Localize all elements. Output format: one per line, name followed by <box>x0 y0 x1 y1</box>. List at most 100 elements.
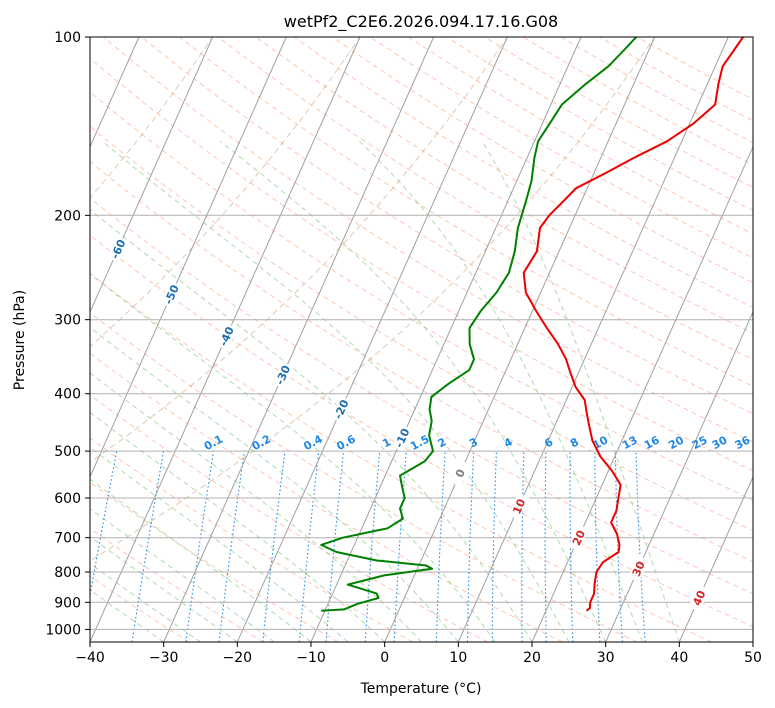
x-tick-label-0: −40 <box>75 650 105 666</box>
mixing-ratio-label-5: 1.5 <box>408 432 431 453</box>
dry-adiabat-10 <box>90 161 753 563</box>
reference-curve-2 <box>90 37 508 464</box>
y-tick-label-9: 1000 <box>45 622 81 638</box>
profile-line-1 <box>320 37 638 612</box>
mixing-ratio-label-2: 0.4 <box>301 432 325 453</box>
moist-adiabat-10 <box>90 208 533 642</box>
mixing-ratio-label-16: 30 <box>710 433 730 452</box>
x-tick-label-8: 40 <box>670 650 688 666</box>
dry-adiabat-17 <box>217 37 753 360</box>
dry-adiabat-23 <box>446 37 753 212</box>
reference-curve-3 <box>90 37 656 562</box>
moist-adiabat-11 <box>102 140 570 642</box>
y-tick-label-5: 600 <box>54 491 81 507</box>
dry-adiabat-14 <box>103 37 753 443</box>
isotherm-label-bg-4 <box>107 235 129 263</box>
dry-adiabat-20 <box>331 37 753 284</box>
x-tick-label-1: −30 <box>149 650 179 666</box>
mixing-ratio-label-14: 20 <box>666 433 686 452</box>
isotherm-label-11: 10 <box>510 497 528 517</box>
plot-frame <box>89 36 754 643</box>
dry-adiabat-12 <box>90 91 753 501</box>
mixing-ratio-line-12 <box>521 451 525 642</box>
mixing-ratio-label-1: 0.2 <box>250 432 273 453</box>
mixing-ratio-label-10: 8 <box>568 435 581 450</box>
dry-adiabat-19 <box>293 37 753 309</box>
y-tick-label-7: 800 <box>54 565 81 581</box>
mixing-ratio-line-7 <box>364 451 381 642</box>
background-lines <box>0 37 753 642</box>
mixing-ratio-line-11 <box>491 451 497 642</box>
x-axis: −40 −30 −20 −10 0 10 20 30 40 50 <box>75 642 762 666</box>
dry-adiabat-0 <box>90 575 190 642</box>
mixing-ratio-line-2 <box>185 451 215 642</box>
x-tick-label-4: 0 <box>380 650 389 666</box>
reference-curve-1 <box>90 37 361 348</box>
isotherm-line-18 <box>678 475 753 642</box>
dry-adiabat-5 <box>90 352 563 642</box>
isotherm-line-11 <box>163 37 435 642</box>
reference-curve-0 <box>90 37 214 199</box>
isotherm-label-bg-14 <box>688 584 710 612</box>
isotherm-line-19 <box>752 640 753 642</box>
dry-adiabat-16 <box>179 37 753 387</box>
y-tick-label-1: 200 <box>54 208 81 224</box>
isotherm-label-2: -80 <box>3 144 23 168</box>
isotherm-label-14: 40 <box>690 588 708 608</box>
mixing-ratio-label-7: 3 <box>467 435 480 450</box>
dry-adiabat-15 <box>141 37 753 415</box>
y-axis-label: Pressure (hPa) <box>12 290 28 390</box>
y-tick-label-2: 300 <box>54 313 81 329</box>
isotherm-label-bg-13 <box>627 555 649 583</box>
profile-line-0 <box>522 37 744 612</box>
isotherm-line-13 <box>310 37 582 642</box>
dry-adiabat-4 <box>90 394 488 642</box>
y-tick-label-6: 700 <box>54 531 81 547</box>
dry-adiabat-25 <box>522 37 753 166</box>
isotherm-line-15 <box>457 37 729 642</box>
x-tick-label-6: 20 <box>523 650 541 666</box>
mixing-ratio-line-4 <box>262 451 286 642</box>
mixing-ratio-label-15: 25 <box>690 433 710 452</box>
x-axis-label: Temperature (°C) <box>360 681 482 697</box>
mixing-ratio-label-12: 13 <box>620 433 640 452</box>
moist-adiabat-3 <box>90 508 275 642</box>
mixing-ratio-label-17: 36 <box>733 433 753 452</box>
chart-title: wetPf2_C2E6.2026.094.17.16.G08 <box>284 12 558 32</box>
mixing-ratio-label-8: 4 <box>502 435 515 450</box>
x-tick-label-7: 30 <box>597 650 615 666</box>
isotherm-label-bg-5 <box>161 281 182 308</box>
moist-adiabat-4 <box>90 478 312 642</box>
y-tick-label-0: 100 <box>54 30 81 46</box>
mixing-ratio-label-3: 0.6 <box>334 432 358 453</box>
isotherm-line-6 <box>0 37 65 642</box>
dry-adiabat-2 <box>90 481 339 642</box>
mixing-ratio-line-6 <box>325 451 345 642</box>
isotherm-label-bg-10 <box>449 459 471 487</box>
moist-adiabat-14 <box>481 141 680 642</box>
y-tick-label-8: 900 <box>54 595 81 611</box>
isotherm-line-12 <box>236 37 508 642</box>
isotherm-label-bg-11 <box>508 492 530 520</box>
mixing-ratio-line-5 <box>298 451 320 642</box>
y-tick-label-4: 500 <box>54 444 81 460</box>
mixing-ratio-line-0 <box>90 450 118 599</box>
y-tick-label-3: 400 <box>54 387 81 403</box>
isotherm-line-9 <box>90 37 287 479</box>
isotherm-label-bg-12 <box>568 524 589 552</box>
isotherm-label-bg-6 <box>216 322 237 350</box>
mixing-ratio-line-15 <box>594 451 601 642</box>
grid-lines <box>90 37 753 630</box>
isotherm-label-12: 20 <box>570 528 588 548</box>
x-tick-label-3: −10 <box>296 650 326 666</box>
mixing-ratio-label-9: 6 <box>542 435 555 450</box>
y-axis: 100 200 300 400 500 600 700 800 900 1000 <box>45 30 90 638</box>
mixing-ratio-line-9 <box>435 451 446 642</box>
dry-adiabat-18 <box>255 37 753 334</box>
isotherm-label-bg-7 <box>272 361 294 389</box>
isotherm-label-13: 30 <box>630 559 648 579</box>
mixing-ratio-line-3 <box>218 451 245 642</box>
profile-series <box>320 37 744 612</box>
mixing-ratio-label-0: 0.1 <box>202 432 225 453</box>
